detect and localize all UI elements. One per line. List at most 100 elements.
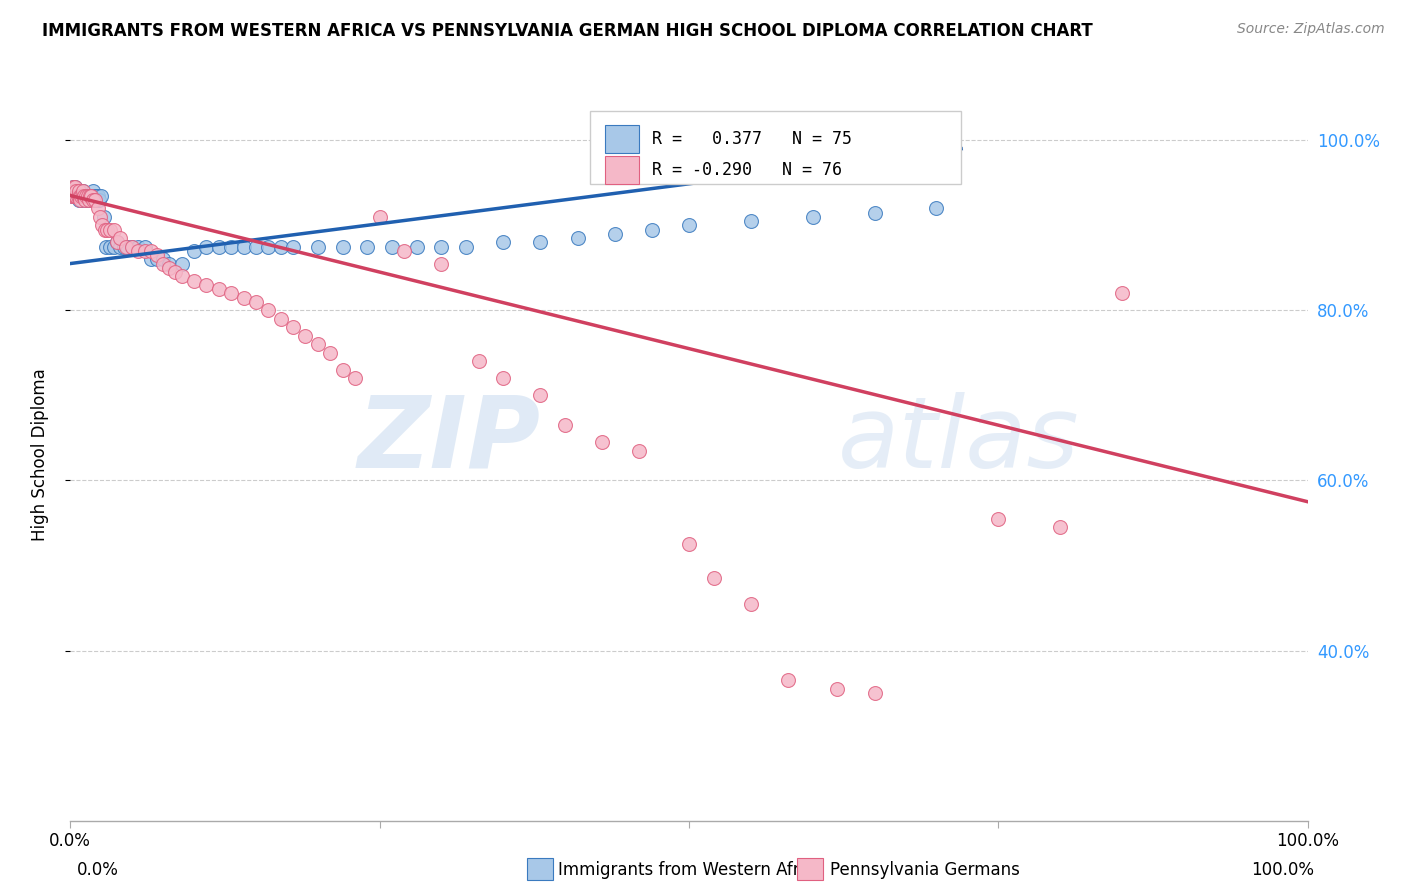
Point (134, 244, 156, 258)
Point (157, 256, 180, 270)
Point (319, 346, 342, 360)
Point (69, 188, 91, 202)
Point (75, 188, 97, 202)
Point (70, 193, 93, 207)
Point (103, 239, 125, 253)
Point (492, 371, 515, 385)
Point (96, 222, 118, 236)
Point (93, 210, 115, 224)
Point (332, 239, 354, 253)
Point (66, 184, 89, 198)
Point (67, 188, 90, 202)
Point (294, 329, 316, 343)
Point (628, 443, 651, 458)
Text: Immigrants from Western Africa: Immigrants from Western Africa (558, 861, 824, 879)
Point (75, 193, 97, 207)
Point (863, 686, 886, 700)
Text: 100.0%: 100.0% (1251, 861, 1315, 879)
Point (195, 277, 218, 292)
Bar (605, 125, 640, 153)
Point (103, 222, 125, 236)
Point (165, 265, 187, 279)
Point (603, 227, 626, 241)
Point (245, 294, 267, 309)
Point (60, 188, 83, 202)
Text: Pennsylvania Germans: Pennsylvania Germans (830, 861, 1019, 879)
Point (430, 256, 453, 270)
Point (72, 188, 94, 202)
Point (170, 269, 193, 284)
Point (430, 239, 453, 253)
Point (152, 256, 174, 270)
Point (77, 193, 100, 207)
Point (456, 239, 478, 253)
Point (70, 188, 93, 202)
Point (87, 193, 110, 207)
Point (381, 239, 404, 253)
Point (208, 239, 231, 253)
Point (591, 435, 613, 450)
Point (863, 205, 886, 219)
Point (63, 184, 86, 198)
Point (219, 286, 242, 301)
Point (195, 239, 218, 253)
Point (801, 210, 824, 224)
Point (94, 222, 117, 236)
Point (98, 239, 121, 253)
Point (63, 188, 86, 202)
Text: R =   0.377   N = 75: R = 0.377 N = 75 (652, 130, 852, 148)
Point (98, 222, 121, 236)
Point (76, 188, 98, 202)
Bar (591, 112, 962, 185)
Point (76, 188, 98, 202)
Y-axis label: High School Diploma: High School Diploma (31, 368, 49, 541)
Point (115, 239, 138, 253)
Point (740, 214, 762, 228)
Point (567, 231, 589, 245)
Point (127, 244, 149, 258)
Point (96, 239, 118, 253)
Point (84, 188, 107, 202)
Point (270, 311, 292, 326)
Text: ZIP: ZIP (357, 392, 540, 489)
Point (69, 188, 91, 202)
Point (72, 184, 94, 198)
Point (232, 291, 254, 305)
Point (368, 210, 391, 224)
Point (83, 188, 105, 202)
Point (91, 219, 114, 233)
Point (307, 337, 329, 351)
Point (270, 239, 292, 253)
Point (925, 201, 948, 215)
Point (703, 571, 725, 585)
Point (641, 222, 664, 236)
Point (90, 188, 112, 202)
Point (65, 188, 87, 202)
Point (82, 184, 104, 198)
Point (65, 188, 87, 202)
Point (183, 274, 205, 288)
Point (219, 239, 242, 253)
Point (112, 239, 135, 253)
Point (89, 210, 111, 224)
Point (678, 537, 700, 551)
Point (65, 188, 87, 202)
Point (66, 188, 89, 202)
Point (69, 193, 91, 207)
Point (492, 235, 515, 250)
Point (86, 201, 108, 215)
Point (139, 252, 162, 267)
Point (67, 184, 90, 198)
Point (827, 681, 849, 696)
Point (79, 188, 101, 202)
Text: 0.0%: 0.0% (77, 861, 120, 879)
Point (66, 188, 89, 202)
Point (121, 239, 143, 253)
Point (740, 597, 762, 611)
Point (554, 418, 576, 433)
Point (139, 244, 162, 258)
Text: Source: ZipAtlas.com: Source: ZipAtlas.com (1237, 22, 1385, 37)
Point (75, 188, 97, 202)
Point (134, 239, 156, 253)
Point (245, 239, 267, 253)
